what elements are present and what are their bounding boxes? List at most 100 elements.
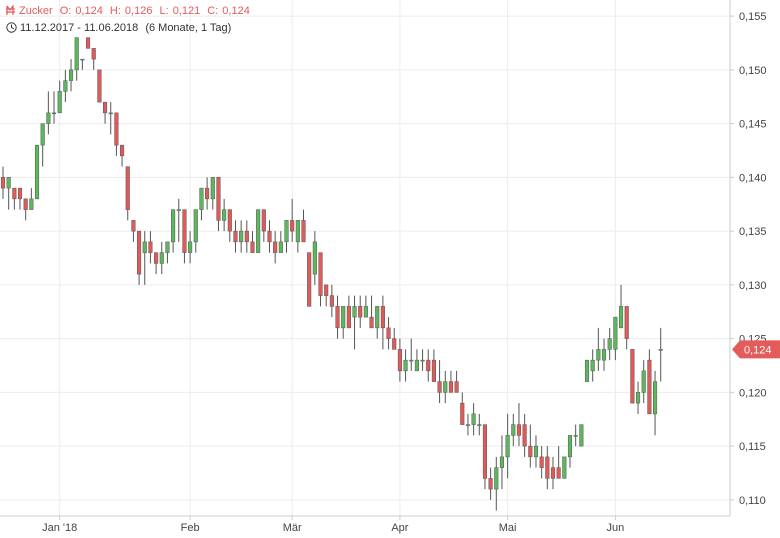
y-tick-label: 0,150 xyxy=(739,65,767,77)
candle xyxy=(6,177,11,210)
candle-body-down xyxy=(460,402,465,425)
candle xyxy=(579,424,584,447)
candle xyxy=(539,446,544,479)
candle xyxy=(494,456,499,511)
candle xyxy=(562,456,567,479)
candle xyxy=(346,295,351,329)
candle xyxy=(165,241,170,264)
candle-body-down xyxy=(103,101,108,114)
candle xyxy=(658,327,663,382)
candle-body-up xyxy=(613,316,618,350)
candle-body-up xyxy=(222,209,227,221)
candle-body-up xyxy=(46,112,51,124)
candle-body-up xyxy=(618,306,624,329)
candle xyxy=(448,370,453,393)
candle-body-down xyxy=(307,252,312,307)
candle-body-down xyxy=(386,327,391,339)
candles-group xyxy=(0,37,663,511)
candle xyxy=(477,413,482,436)
candle-body-down xyxy=(528,445,533,458)
candle xyxy=(86,37,91,49)
candle xyxy=(34,144,40,200)
candle-body-up xyxy=(567,435,573,458)
candle-body-up xyxy=(34,144,40,200)
candle xyxy=(199,187,204,221)
candle-body-up xyxy=(375,306,380,329)
candle xyxy=(511,413,516,447)
candle xyxy=(420,349,425,371)
candle xyxy=(51,91,57,124)
candle-body-down xyxy=(17,187,23,200)
candle-body-down xyxy=(624,306,629,339)
candle-body-up xyxy=(584,359,590,382)
candle xyxy=(499,435,505,490)
candle-body-down xyxy=(324,284,329,296)
candle xyxy=(142,231,147,285)
candle xyxy=(222,198,227,232)
candle-body-down xyxy=(290,220,295,232)
candle xyxy=(267,220,272,253)
candle xyxy=(0,166,6,199)
candle xyxy=(618,284,624,329)
candle-body-down xyxy=(488,478,493,490)
candle-body-down xyxy=(550,467,556,479)
candle xyxy=(363,295,368,318)
y-tick-label: 0,155 xyxy=(739,11,767,23)
candle-body-down xyxy=(369,316,374,329)
candle-body-down xyxy=(182,209,187,253)
candle-body-up xyxy=(341,306,346,329)
candle-body-up xyxy=(477,424,482,426)
candle xyxy=(137,230,142,285)
candle-body-up xyxy=(165,241,170,253)
candle-body-down xyxy=(12,187,17,200)
candle-body-up xyxy=(505,435,510,458)
candle-body-down xyxy=(630,349,635,404)
candle-body-down xyxy=(392,338,397,350)
x-axis: Jan '18 Feb Mär Apr Mai Jun xyxy=(0,515,730,534)
candle xyxy=(114,112,119,156)
last-price-marker: 0,124 xyxy=(732,340,780,359)
candle xyxy=(91,48,96,70)
candle xyxy=(341,306,346,339)
ohlc-header: Zucker O: 0,124 H: 0,126 L: 0,121 C: 0,124 xyxy=(6,5,254,17)
close-value: 0,124 xyxy=(222,5,250,17)
candle-body-up xyxy=(80,58,85,61)
x-tick-label: Mai xyxy=(499,522,517,534)
candle xyxy=(301,209,306,243)
candle-body-down xyxy=(380,306,385,329)
candle-body-down xyxy=(426,359,431,372)
candle xyxy=(653,370,658,436)
close-label: C: xyxy=(207,5,219,17)
candle xyxy=(465,413,470,436)
candle-body-up xyxy=(51,112,57,115)
candle xyxy=(630,349,635,404)
candle xyxy=(324,284,329,307)
candle-body-up xyxy=(278,241,283,253)
candle-body-down xyxy=(431,359,436,382)
candle xyxy=(573,424,578,447)
candle xyxy=(23,198,28,221)
candle-body-down xyxy=(97,69,102,103)
candle xyxy=(120,144,125,167)
candle xyxy=(431,349,436,382)
candle-body-up xyxy=(284,220,289,243)
candle-body-down xyxy=(437,381,442,393)
candle xyxy=(97,69,102,103)
candle-body-down xyxy=(647,359,652,415)
candle-body-up xyxy=(465,424,470,426)
candle xyxy=(550,456,556,490)
candle xyxy=(375,306,380,339)
y-tick-label: 0,115 xyxy=(739,441,766,453)
candle-body-down xyxy=(545,456,550,479)
y-tick-label: 0,130 xyxy=(739,280,767,292)
last-price-label: 0,124 xyxy=(744,344,772,356)
candle-body-up xyxy=(159,252,164,264)
candle-body-up xyxy=(352,306,357,318)
candle-body-up xyxy=(562,456,567,479)
candle-body-down xyxy=(516,424,522,436)
candle-body-up xyxy=(579,424,584,447)
candle-body-down xyxy=(261,209,266,232)
candle xyxy=(488,467,493,500)
candle xyxy=(131,220,136,242)
candle xyxy=(290,198,295,242)
